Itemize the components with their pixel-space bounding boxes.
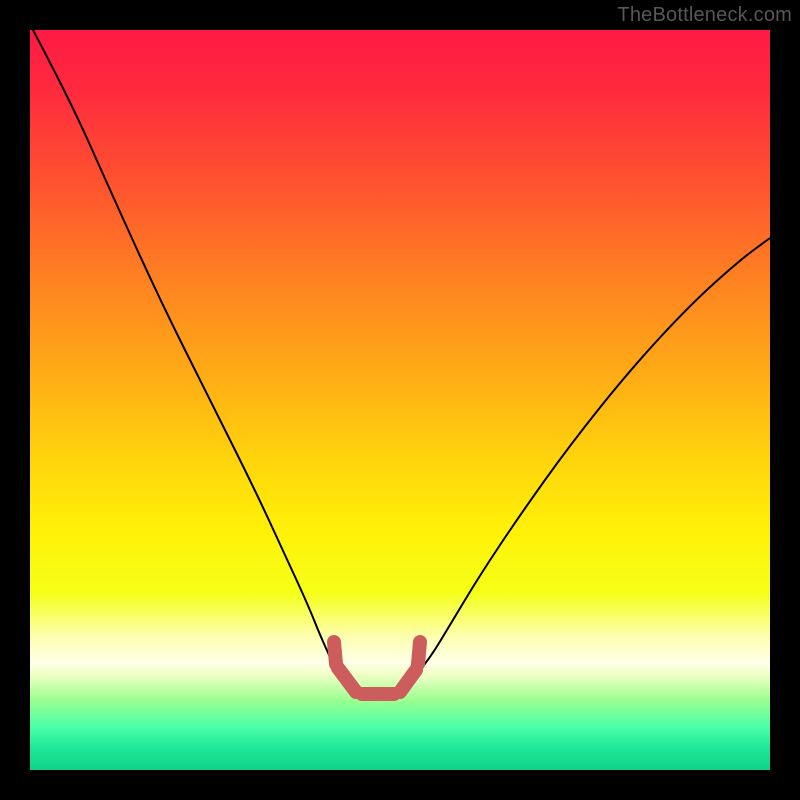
trough-segment <box>334 642 336 664</box>
watermark-text: TheBottleneck.com <box>617 4 792 27</box>
trough-segment <box>418 642 420 664</box>
bottleneck-plot-svg <box>0 0 800 800</box>
chart-stage: TheBottleneck.com <box>0 0 800 800</box>
plot-background <box>30 30 770 770</box>
